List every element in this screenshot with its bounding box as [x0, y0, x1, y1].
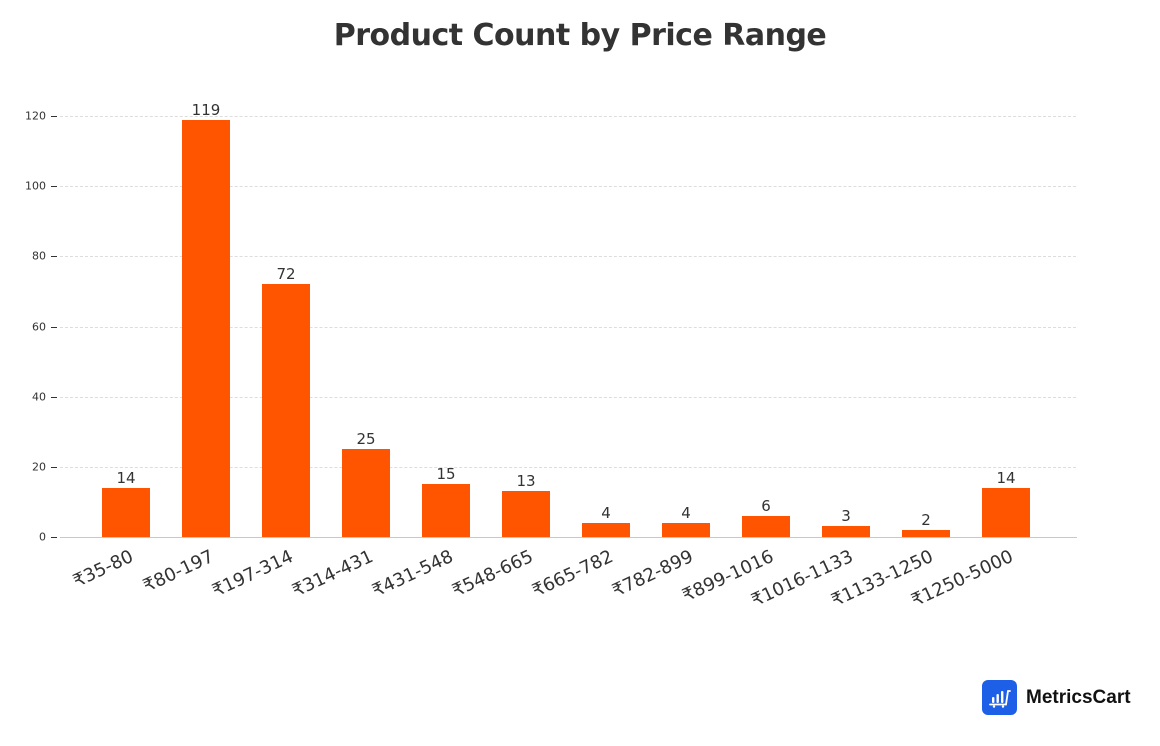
- chart-title: Product Count by Price Range: [333, 18, 827, 53]
- bar[interactable]: [742, 515, 790, 537]
- x-tick-label: ₹80-197: [139, 546, 217, 597]
- bar-value-label: 4: [681, 503, 691, 522]
- y-tick-label: 0: [39, 530, 46, 544]
- bar[interactable]: [502, 491, 550, 537]
- bar-value-label: 6: [761, 496, 771, 515]
- bar[interactable]: [822, 526, 870, 537]
- gridline: [60, 396, 1076, 398]
- bar[interactable]: [342, 449, 390, 537]
- bar-value-label: 72: [276, 265, 296, 284]
- y-tick-mark: [51, 186, 57, 188]
- bar[interactable]: [662, 522, 710, 537]
- bar-value-label: 3: [841, 507, 851, 526]
- bar[interactable]: [902, 529, 950, 537]
- bar-value-label: 25: [356, 430, 376, 449]
- bar[interactable]: [262, 284, 310, 537]
- bar[interactable]: [982, 487, 1030, 537]
- y-tick-mark: [51, 466, 57, 468]
- y-tick-label: 40: [32, 390, 46, 404]
- gridline: [60, 256, 1076, 258]
- y-tick-label: 100: [25, 179, 46, 193]
- brand-logo: MetricsCart: [982, 680, 1131, 715]
- y-tick-mark: [51, 537, 57, 538]
- bar[interactable]: [582, 522, 630, 537]
- gridline: [60, 466, 1076, 468]
- bar-value-label: 14: [996, 468, 1016, 487]
- x-tick-label: ₹35-80: [70, 546, 137, 592]
- bar[interactable]: [422, 484, 470, 537]
- y-tick-label: 20: [32, 460, 46, 474]
- gridline: [60, 116, 1076, 117]
- bar-value-label: 4: [601, 503, 611, 522]
- x-tick-label: ₹548-665: [449, 546, 537, 602]
- brand-name: MetricsCart: [1026, 686, 1131, 708]
- x-tick-label: ₹197-314: [209, 546, 297, 602]
- bar-value-label: 13: [516, 472, 536, 491]
- y-tick-mark: [51, 326, 57, 328]
- y-tick-label: 120: [25, 109, 46, 123]
- x-axis-line: [60, 537, 1077, 538]
- bar-chart-cart-icon: [982, 680, 1017, 715]
- x-tick-label: ₹665-782: [529, 546, 617, 602]
- y-tick-mark: [51, 256, 57, 258]
- gridline: [60, 186, 1076, 188]
- bar-value-label: 14: [116, 468, 136, 487]
- gridline: [60, 326, 1076, 328]
- bar[interactable]: [102, 487, 150, 537]
- bar-value-label: 119: [191, 100, 221, 119]
- x-tick-label: ₹431-548: [369, 546, 457, 602]
- y-tick-label: 60: [32, 320, 46, 333]
- x-tick-label: ₹314-431: [289, 546, 377, 602]
- bar-value-label: 2: [921, 510, 931, 529]
- y-tick-label: 80: [32, 249, 46, 263]
- bar-value-label: 15: [436, 465, 456, 484]
- bar[interactable]: [182, 119, 230, 537]
- y-tick-mark: [51, 116, 57, 117]
- y-tick-mark: [51, 396, 57, 398]
